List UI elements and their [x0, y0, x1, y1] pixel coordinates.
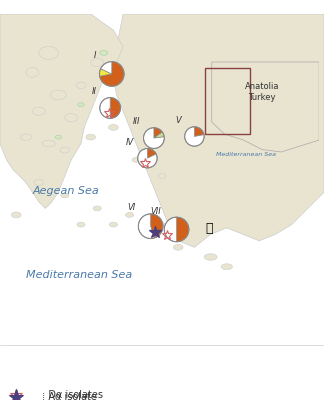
Ellipse shape — [55, 135, 62, 139]
Wedge shape — [144, 128, 164, 148]
Wedge shape — [194, 127, 204, 136]
Text: Mediterranean Sea: Mediterranean Sea — [26, 270, 132, 280]
Text: I: I — [94, 51, 96, 60]
Text: : Aα isolate: : Aα isolate — [42, 392, 97, 400]
Text: IV: IV — [126, 138, 134, 147]
Text: VI: VI — [127, 203, 135, 212]
Ellipse shape — [76, 82, 86, 88]
Bar — [205, 68, 249, 134]
Wedge shape — [138, 214, 155, 238]
Ellipse shape — [91, 58, 104, 67]
Text: ⛵: ⛵ — [205, 222, 213, 235]
Ellipse shape — [173, 244, 183, 250]
Polygon shape — [110, 14, 324, 247]
Ellipse shape — [159, 223, 165, 226]
Wedge shape — [154, 128, 162, 138]
Ellipse shape — [78, 103, 84, 107]
Text: II: II — [92, 87, 97, 96]
Text: V: V — [176, 116, 181, 125]
Text: Anatolia
Turkey: Anatolia Turkey — [245, 82, 280, 102]
Text: Aegean Sea: Aegean Sea — [32, 186, 99, 196]
Ellipse shape — [39, 46, 58, 59]
Wedge shape — [147, 148, 156, 158]
Ellipse shape — [65, 114, 78, 122]
Ellipse shape — [93, 206, 101, 211]
Ellipse shape — [109, 222, 117, 227]
Wedge shape — [101, 62, 112, 74]
Wedge shape — [177, 217, 189, 242]
Polygon shape — [212, 62, 319, 152]
Text: VII: VII — [150, 206, 161, 216]
Ellipse shape — [61, 193, 69, 198]
Ellipse shape — [109, 124, 118, 130]
Wedge shape — [100, 98, 110, 118]
Ellipse shape — [11, 212, 21, 218]
Polygon shape — [0, 14, 123, 208]
Ellipse shape — [42, 140, 55, 147]
Wedge shape — [151, 214, 163, 238]
Wedge shape — [154, 132, 164, 138]
Ellipse shape — [125, 212, 133, 217]
Wedge shape — [185, 127, 204, 146]
Ellipse shape — [132, 157, 140, 162]
Wedge shape — [110, 98, 121, 118]
Ellipse shape — [32, 107, 45, 115]
Ellipse shape — [100, 50, 108, 55]
Wedge shape — [100, 62, 124, 86]
Wedge shape — [138, 148, 157, 168]
Wedge shape — [164, 217, 177, 242]
Text: : Dα isolates: : Dα isolates — [42, 390, 103, 400]
Ellipse shape — [50, 90, 66, 100]
Ellipse shape — [221, 264, 232, 270]
Wedge shape — [99, 69, 112, 76]
Ellipse shape — [60, 147, 70, 153]
Ellipse shape — [34, 180, 44, 185]
Ellipse shape — [26, 68, 39, 77]
Text: Mediterranean Sea: Mediterranean Sea — [215, 152, 275, 157]
Ellipse shape — [77, 222, 85, 227]
Ellipse shape — [204, 254, 217, 260]
Text: III: III — [133, 117, 140, 126]
Ellipse shape — [20, 134, 32, 140]
Ellipse shape — [86, 134, 96, 140]
Ellipse shape — [158, 174, 166, 178]
